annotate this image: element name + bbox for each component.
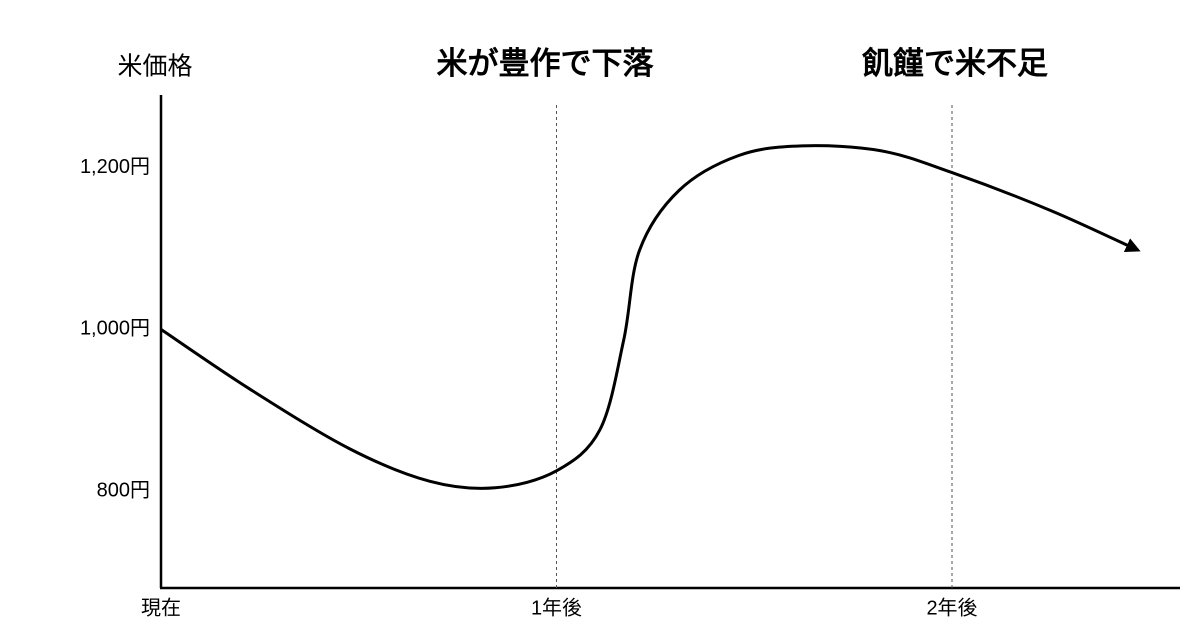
line [160, 144, 1141, 490]
y-tick-label: 800円 [97, 479, 150, 501]
annotation: 飢饉で米不足 [862, 46, 1048, 81]
y-tick-label: 1,000円 [80, 318, 150, 340]
y-tick-label: 1,200円 [80, 156, 150, 178]
x-tick-label: 1年後 [531, 596, 582, 619]
x-tick-label: 2年後 [926, 596, 977, 619]
x-tick-label: 現在 [141, 596, 181, 619]
annotation: 米が豊作で下落 [437, 46, 655, 81]
y-axis-label: 米価格 [117, 53, 192, 81]
